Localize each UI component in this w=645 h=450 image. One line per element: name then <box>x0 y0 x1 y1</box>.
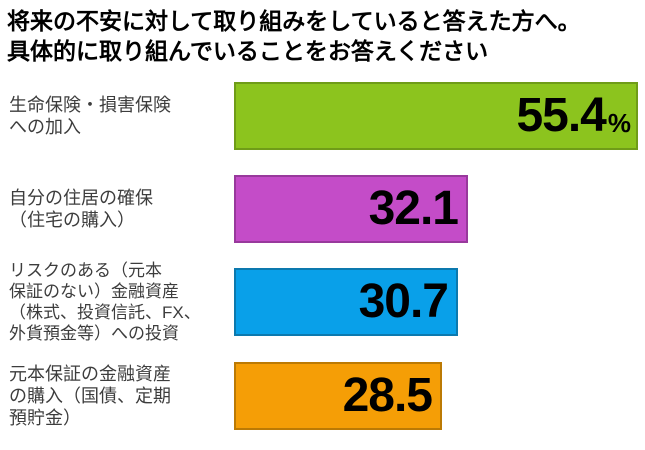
bar-label-line: への加入 <box>9 117 81 137</box>
bar-value: 30.7 <box>358 275 449 328</box>
bar-label: 生命保険・損害保険 への加入 <box>9 82 229 150</box>
bar-label-line: （株式、投資信託、FX、 <box>9 303 201 322</box>
bar-life-insurance: 55.4% <box>234 82 638 150</box>
bar-row-risk-assets: リスクのある（元本 保証のない）金融資産 （株式、投資信託、FX、 外貨預金等）… <box>0 261 645 343</box>
bar-label: 元本保証の金融資産 の購入（国債、定期 預貯金） <box>9 362 229 430</box>
chart-title: 将来の不安に対して取り組みをしていると答えた方へ。 具体的に取り組んでいることを… <box>7 6 581 66</box>
bar-value: 55.4 <box>516 89 606 142</box>
bar-value: 28.5 <box>342 369 433 422</box>
bar-row-life-insurance: 生命保険・損害保険 への加入 55.4% <box>0 82 645 150</box>
bar-label-line: 元本保証の金融資産 <box>9 364 171 384</box>
bar-label-line: （住宅の購入） <box>9 210 135 230</box>
bar-label: 自分の住居の確保 （住宅の購入） <box>9 175 229 243</box>
bar-label-line: 保証のない）金融資産 <box>9 282 179 301</box>
bar-row-guaranteed-assets: 元本保証の金融資産 の購入（国債、定期 預貯金） 28.5 <box>0 362 645 430</box>
bar-value: 32.1 <box>368 182 459 235</box>
bar-risk-assets: 30.7 <box>234 268 458 336</box>
bar-label-line: 生命保険・損害保険 <box>9 95 171 115</box>
bar-label-line: リスクのある（元本 <box>9 261 162 280</box>
bar-label-line: 外貨預金等）への投資 <box>9 324 179 343</box>
bar-housing: 32.1 <box>234 175 468 243</box>
bar-guaranteed-assets: 28.5 <box>234 362 442 430</box>
bar-row-housing: 自分の住居の確保 （住宅の購入） 32.1 <box>0 175 645 243</box>
chart-title-line1: 将来の不安に対して取り組みをしていると答えた方へ。 <box>7 8 581 34</box>
bar-label-line: の購入（国債、定期 <box>9 386 171 406</box>
bar-label-line: 預貯金） <box>9 408 81 428</box>
bar-label-line: 自分の住居の確保 <box>9 188 153 208</box>
bar-label: リスクのある（元本 保証のない）金融資産 （株式、投資信託、FX、 外貨預金等）… <box>9 261 229 343</box>
percent-unit: % <box>607 108 631 138</box>
chart-title-line2: 具体的に取り組んでいることをお答えください <box>7 38 489 64</box>
